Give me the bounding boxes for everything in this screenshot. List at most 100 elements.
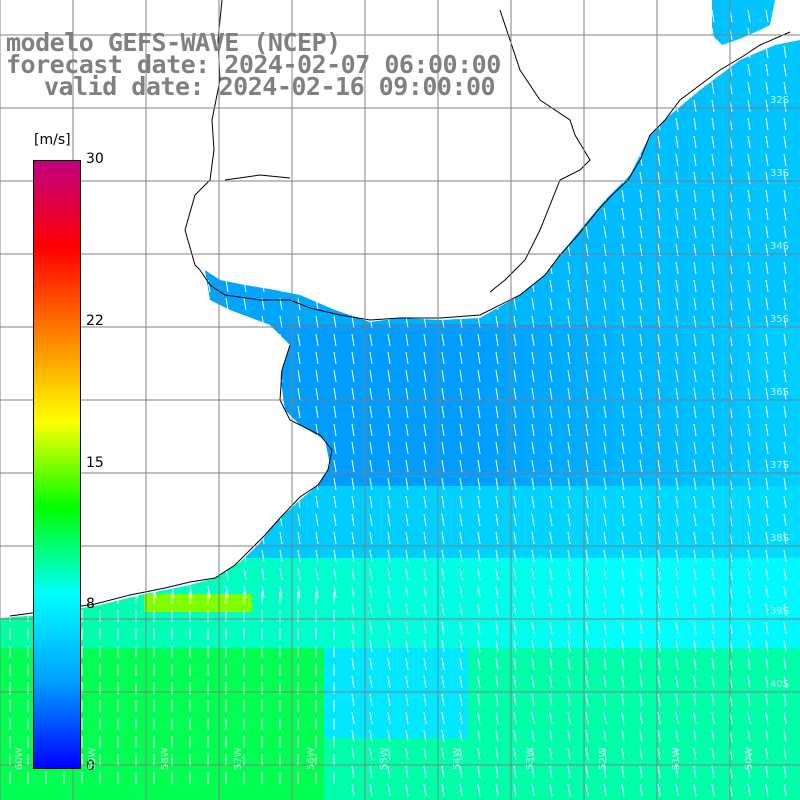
- wind-arrow: [495, 603, 499, 617]
- wind-cell: [684, 342, 702, 360]
- wind-cell: [774, 486, 792, 504]
- wind-cell: [396, 594, 414, 612]
- wind-arrow: [297, 387, 301, 401]
- wind-cell: [684, 306, 702, 324]
- wind-arrow: [513, 693, 517, 707]
- wind-arrow: [477, 423, 481, 437]
- wind-arrow: [207, 585, 211, 599]
- wind-arrow: [765, 765, 769, 779]
- wind-arrow: [531, 441, 535, 455]
- wind-cell: [432, 378, 450, 396]
- wind-arrow: [423, 693, 427, 707]
- wind-arrow: [387, 711, 391, 725]
- wind-arrow: [603, 567, 607, 581]
- wind-cell: [540, 522, 558, 540]
- wind-cell: [432, 702, 450, 720]
- wind-arrow: [639, 585, 643, 599]
- wind-arrow: [243, 297, 247, 311]
- wind-arrow: [405, 639, 409, 653]
- wind-arrow: [369, 423, 373, 437]
- wind-cell: [504, 522, 522, 540]
- wind-arrow: [513, 711, 517, 725]
- wind-arrow: [387, 639, 391, 653]
- wind-cell: [720, 90, 738, 108]
- wind-cell: [216, 648, 234, 666]
- wind-cell: [558, 468, 576, 486]
- wind-cell: [684, 414, 702, 432]
- wind-arrow: [603, 477, 607, 491]
- wind-cell: [360, 468, 378, 486]
- wind-arrow: [765, 657, 769, 671]
- wind-cell: [342, 504, 360, 522]
- wind-cell: [486, 612, 504, 630]
- wind-cell: [756, 792, 774, 800]
- wind-arrow: [711, 189, 715, 203]
- wind-arrow: [747, 9, 751, 23]
- wind-arrow: [459, 513, 463, 527]
- wind-cell: [630, 504, 648, 522]
- wind-arrow: [657, 153, 661, 167]
- wind-arrow: [747, 297, 751, 311]
- wind-arrow: [639, 693, 643, 707]
- wind-cell: [594, 252, 612, 270]
- wind-cell: [378, 324, 396, 342]
- wind-arrow: [747, 405, 751, 419]
- wind-arrow: [423, 639, 427, 653]
- wind-arrow: [423, 657, 427, 671]
- wind-cell: [234, 576, 252, 594]
- wind-arrow: [459, 531, 463, 545]
- wind-cell: [198, 738, 216, 756]
- wind-arrow: [657, 333, 661, 347]
- wind-cell: [306, 738, 324, 756]
- wind-arrow: [513, 621, 517, 635]
- wind-cell: [450, 648, 468, 666]
- wind-cell: [396, 522, 414, 540]
- wind-arrow: [513, 585, 517, 599]
- wind-cell: [324, 792, 342, 800]
- wind-cell: [486, 558, 504, 576]
- wind-cell: [684, 576, 702, 594]
- wind-arrow: [747, 513, 751, 527]
- wind-cell: [720, 576, 738, 594]
- wind-cell: [522, 450, 540, 468]
- wind-cell: [612, 450, 630, 468]
- wind-arrow: [423, 387, 427, 401]
- wind-arrow: [603, 459, 607, 473]
- wind-arrow: [423, 351, 427, 365]
- wind-cell: [720, 126, 738, 144]
- wind-arrow: [765, 369, 769, 383]
- wind-cell: [792, 36, 800, 54]
- wind-cell: [558, 774, 576, 792]
- wind-cell: [378, 432, 396, 450]
- wind-cell: [378, 468, 396, 486]
- wind-cell: [288, 738, 306, 756]
- wind-cell: [756, 594, 774, 612]
- wind-arrow: [675, 711, 679, 725]
- wind-cell: [306, 594, 324, 612]
- wind-arrow: [351, 369, 355, 383]
- wind-arrow: [423, 711, 427, 725]
- wind-arrow: [423, 423, 427, 437]
- wind-arrow: [567, 495, 571, 509]
- wind-cell: [234, 738, 252, 756]
- wind-arrow: [459, 711, 463, 725]
- wind-arrow: [765, 531, 769, 545]
- wind-arrow: [603, 405, 607, 419]
- wind-cell: [576, 414, 594, 432]
- wind-cell: [720, 360, 738, 378]
- wind-cell: [324, 378, 342, 396]
- wind-cell: [126, 666, 144, 684]
- wind-arrow: [441, 585, 445, 599]
- wind-cell: [414, 648, 432, 666]
- wind-cell: [666, 450, 684, 468]
- wind-arrow: [711, 225, 715, 239]
- wind-arrow: [549, 585, 553, 599]
- wind-arrow: [351, 405, 355, 419]
- wind-cell: [18, 702, 36, 720]
- wind-cell: [306, 378, 324, 396]
- wind-cell: [270, 738, 288, 756]
- wind-cell: [702, 612, 720, 630]
- wind-cell: [684, 270, 702, 288]
- wind-arrow: [333, 531, 337, 545]
- wind-arrow: [549, 603, 553, 617]
